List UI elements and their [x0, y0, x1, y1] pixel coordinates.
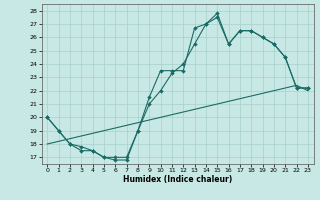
X-axis label: Humidex (Indice chaleur): Humidex (Indice chaleur) — [123, 175, 232, 184]
